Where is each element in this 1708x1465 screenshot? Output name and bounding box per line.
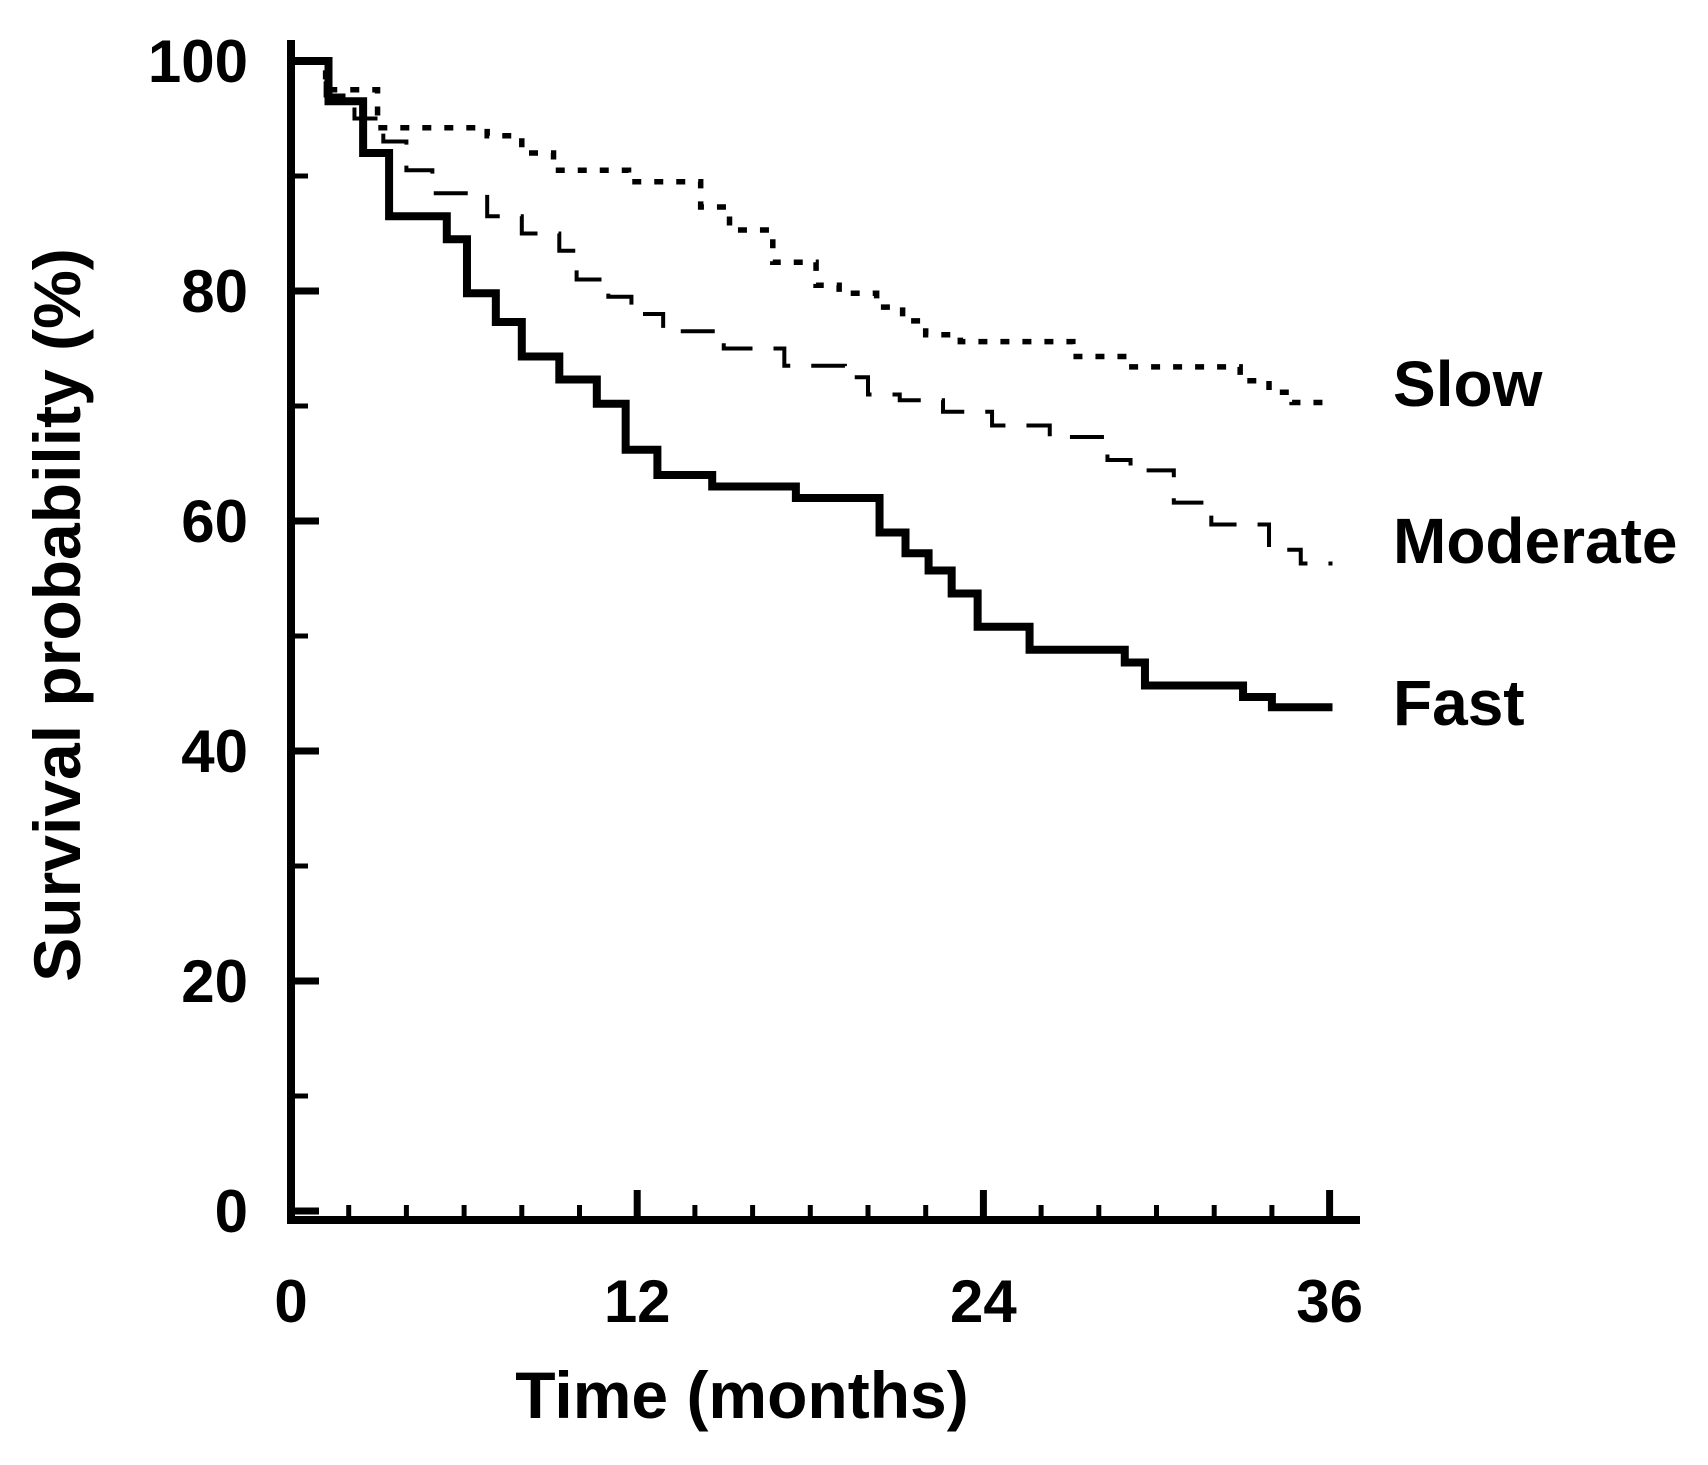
y-tick-label: 60 xyxy=(181,488,248,555)
survival-curve-fast xyxy=(291,57,1333,712)
y-tick-label: 80 xyxy=(181,258,248,325)
x-tick-label: 0 xyxy=(274,1268,307,1335)
survival-curves xyxy=(291,57,1333,712)
legend-label-slow: Slow xyxy=(1393,348,1543,420)
y-tick-label: 100 xyxy=(148,28,248,95)
survival-curve-moderate xyxy=(291,59,1333,566)
y-tick-label: 20 xyxy=(181,948,248,1015)
y-tick-label: 0 xyxy=(215,1178,248,1245)
legend-label-moderate: Moderate xyxy=(1393,505,1678,577)
x-axis-title: Time (months) xyxy=(515,1358,968,1432)
x-tick-label: 12 xyxy=(604,1268,671,1335)
y-axis-title: Survival probability (%) xyxy=(20,248,94,981)
x-tick-label: 24 xyxy=(950,1268,1017,1335)
x-tick-label: 36 xyxy=(1296,1268,1363,1335)
legend-label-fast: Fast xyxy=(1393,667,1525,739)
axis-ticks xyxy=(287,57,1334,1220)
y-tick-label: 40 xyxy=(181,718,248,785)
axis-tick-labels: 100 80 60 40 20 00 12 24 36 xyxy=(148,28,1363,1335)
